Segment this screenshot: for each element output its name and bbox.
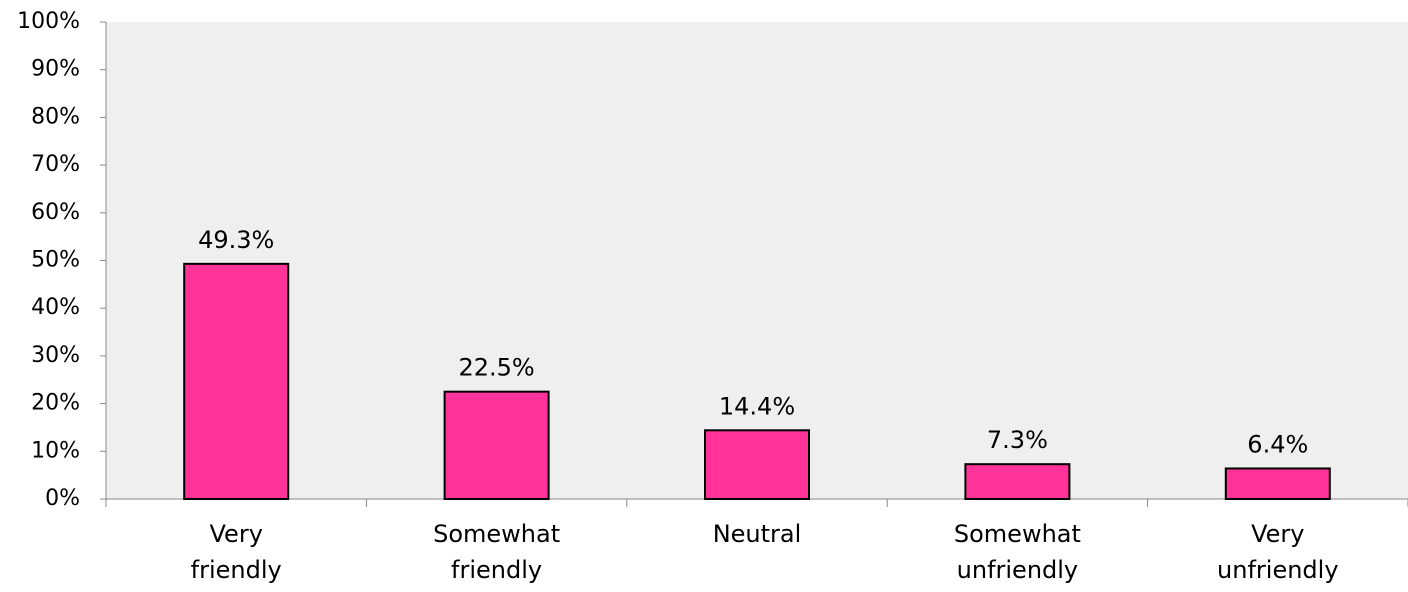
- y-tick-label: 30%: [31, 343, 80, 368]
- bar: [704, 429, 810, 501]
- y-tick-label: 80%: [31, 104, 80, 129]
- bar: [964, 463, 1071, 500]
- x-axis: Very friendly Somewhat friendly Neutral Somew…: [105, 498, 1408, 584]
- bar: [183, 262, 290, 500]
- x-category-label: Somewhat: [433, 520, 560, 548]
- x-category-label: friendly: [451, 556, 542, 584]
- x-category-label: friendly: [191, 556, 282, 584]
- y-tick-label: 60%: [31, 200, 80, 225]
- data-label: 7.3%: [987, 426, 1048, 454]
- y-tick-label: 20%: [31, 391, 80, 416]
- data-label: 6.4%: [1247, 430, 1308, 458]
- x-category-label: unfriendly: [957, 556, 1079, 584]
- bar: [1224, 467, 1331, 500]
- y-axis: 0% 10% 20% 30% 40% 50% 60% 70% 80% 90% 100%: [17, 9, 107, 511]
- x-category-label: Very: [1251, 520, 1304, 548]
- x-category-label: unfriendly: [1217, 556, 1339, 584]
- y-tick-label: 90%: [31, 57, 80, 82]
- y-tick-label: 70%: [31, 152, 80, 177]
- y-tick-label: 50%: [31, 248, 80, 273]
- y-tick-label: 40%: [31, 295, 80, 320]
- x-category-label: Very: [210, 520, 263, 548]
- y-tick-label: 10%: [31, 438, 80, 463]
- data-label: 49.3%: [198, 226, 274, 254]
- plot-area: [106, 22, 1408, 499]
- data-label: 22.5%: [458, 354, 534, 382]
- data-label: 14.4%: [719, 392, 795, 420]
- x-category-label: Somewhat: [954, 520, 1081, 548]
- bar: [443, 390, 550, 500]
- y-tick-label: 0%: [45, 486, 80, 511]
- y-tick-label: 100%: [17, 9, 80, 34]
- bars: 49.3% 22.5% 14.4% 7.3% 6.4%: [183, 226, 1331, 501]
- x-category-label: Neutral: [713, 520, 802, 548]
